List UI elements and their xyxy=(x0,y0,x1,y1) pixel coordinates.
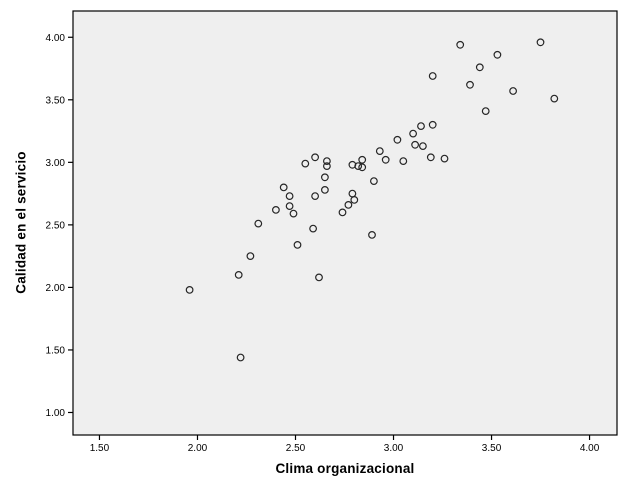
y-axis-tick-label: 3.00 xyxy=(46,158,66,169)
scatter-point xyxy=(321,173,329,182)
scatter-point xyxy=(426,153,435,162)
scatter-point xyxy=(466,80,474,89)
scatter-point xyxy=(370,177,378,186)
scatter-point xyxy=(323,157,331,166)
scatter-point xyxy=(411,140,420,149)
scatter-point xyxy=(293,240,302,249)
y-axis-tick-label: 3.50 xyxy=(46,95,66,106)
scatter-point xyxy=(358,155,367,164)
y-axis-tick-label: 4.00 xyxy=(46,33,66,44)
x-axis-tick-label: 2.00 xyxy=(188,443,208,454)
scatter-point xyxy=(344,200,353,209)
scatter-point xyxy=(428,72,437,80)
scatter-point xyxy=(285,202,294,211)
x-axis-tick-label: 1.50 xyxy=(90,443,110,454)
plot-area xyxy=(72,10,618,436)
x-axis-tick-label: 3.50 xyxy=(482,443,502,454)
scatter-point xyxy=(311,153,320,162)
scatter-point xyxy=(419,142,427,151)
scatter-point xyxy=(381,155,390,164)
y-axis-title: Calidad en el servicio xyxy=(13,151,29,294)
scatter-point xyxy=(301,159,310,168)
scatter-point xyxy=(285,192,294,201)
x-axis-tick-label: 3.00 xyxy=(384,443,404,454)
scatter-point xyxy=(417,122,425,130)
scatter-point xyxy=(368,230,376,239)
scatter-point xyxy=(393,135,402,144)
y-axis-tick-label: 2.50 xyxy=(46,220,66,231)
scatter-point xyxy=(354,162,363,171)
scatter-point xyxy=(279,183,288,192)
scatter-point xyxy=(246,252,255,261)
y-axis-tick-label: 1.00 xyxy=(46,408,66,419)
scatter-point xyxy=(509,87,517,95)
x-axis-tick-label: 4.00 xyxy=(580,443,600,454)
scatter-point xyxy=(493,50,502,59)
scatter-point xyxy=(272,205,280,214)
scatter-point xyxy=(185,286,194,294)
scatter-point xyxy=(550,94,559,103)
scatter-point xyxy=(475,63,484,72)
scatter-point xyxy=(456,40,465,49)
scatter-point xyxy=(311,192,320,201)
scatter-point xyxy=(254,219,263,228)
scatter-point xyxy=(321,185,329,194)
y-axis-tick-label: 1.50 xyxy=(46,345,66,356)
scatter-point xyxy=(428,120,437,129)
scatter-point xyxy=(315,273,323,282)
scatter-point xyxy=(236,353,245,362)
x-axis-tick-label: 2.50 xyxy=(286,443,306,454)
y-axis-tick-label: 2.00 xyxy=(46,283,66,294)
scatter-point xyxy=(338,208,347,217)
scatter-point xyxy=(536,38,545,47)
scatter-point xyxy=(399,157,408,166)
scatter-point xyxy=(350,195,359,204)
scatter-point xyxy=(409,129,418,138)
scatter-point xyxy=(481,107,490,115)
x-axis-title: Clima organizacional xyxy=(275,461,415,476)
scatter-point xyxy=(375,147,384,156)
scatter-point xyxy=(289,209,298,218)
scatter-point xyxy=(358,163,367,172)
scatter-point xyxy=(234,271,243,279)
scatter-point xyxy=(440,154,449,163)
scatter-point xyxy=(323,162,331,171)
scatter-point xyxy=(309,224,318,233)
